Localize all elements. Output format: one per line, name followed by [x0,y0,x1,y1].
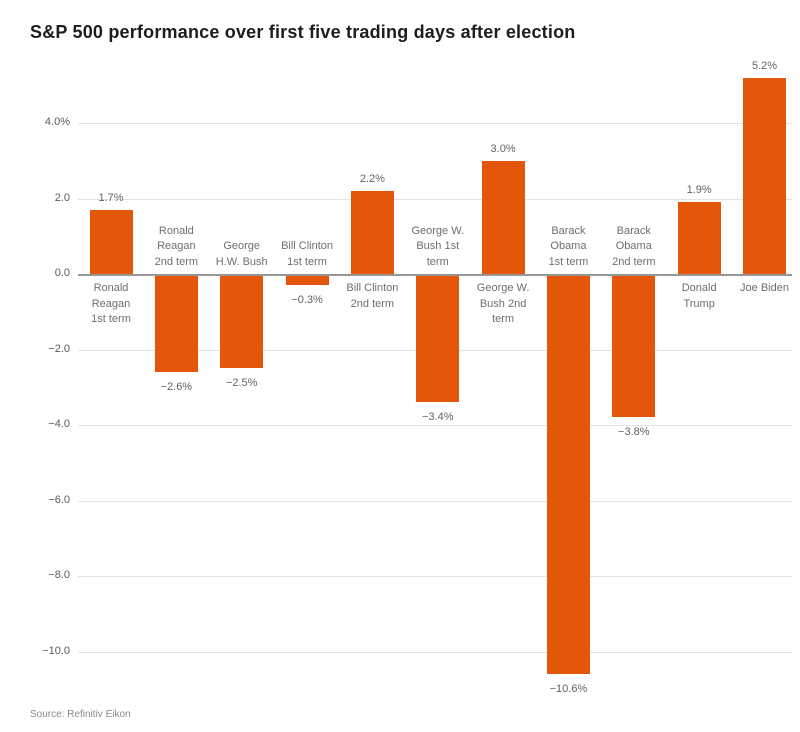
value-label-donald-trump: 1.9% [686,184,712,197]
y-tick-label: −6.0 [48,493,70,506]
bar-joe-biden [743,77,786,274]
value-label-bill-clinton-2nd-term: 2.2% [359,172,385,185]
category-label-line: term [492,313,515,325]
zero-axis-line [78,274,792,276]
gridline [78,500,792,502]
bar-george-w-bush-1st-term [416,274,460,403]
bar-barack-obama-2nd-term [612,274,656,418]
category-label-bill-clinton-2nd-term: Bill Clinton 2nd term [326,281,418,312]
gridline [78,198,792,200]
category-label-line: George [223,240,261,252]
category-label-line: Barack [551,224,586,237]
category-label-line: Reagan [157,240,196,252]
value-label-ronald-reagan-2nd-term: −2.6% [160,381,193,394]
category-label-barack-obama-2nd-term: Barack Obama 2nd term [588,224,680,271]
category-label-line: 1st term [91,313,131,325]
value-label-george-w-bush-1st-term: −3.4% [422,411,454,424]
bar-ronald-reagan-2nd-term [154,274,198,373]
y-tick-label: 4.0% [44,116,70,128]
y-tick-label: −4.0 [48,418,70,430]
category-label-line: Ronald [93,282,129,294]
category-label-george-h-w-bush: George H.W. Bush [196,239,288,270]
gridline [78,123,792,124]
value-label-barack-obama-1st-term: −10.6% [549,683,588,696]
gridline [78,425,792,426]
bar-ronald-reagan-1st-term [89,209,133,274]
category-label-line: 2nd term [350,297,395,310]
category-label-ronald-reagan-1st-term: Ronald Reagan 1st term [65,281,157,328]
value-label-barack-obama-2nd-term: −3.8% [618,426,650,439]
category-label-line: Reagan [91,297,131,310]
category-label-donald-trump: Donald Trump [653,281,745,312]
value-label-george-h-w-bush: −2.5% [225,377,258,390]
category-label-line: 1st term [548,255,589,268]
category-label-barack-obama-1st-term: Barack Obama 1st term [522,224,614,271]
category-label-line: 2nd term [154,255,199,268]
category-label-line: Donald [681,282,717,294]
category-label-line: Ronald [158,224,194,237]
category-label-line: 2nd term [612,255,656,268]
category-label-line: term [426,255,449,268]
category-label-line: George W. [411,224,465,237]
category-label-joe-biden: Joe Biden [719,281,800,297]
bar-george-h-w-bush [220,274,264,369]
category-label-line: Joe Biden [740,282,789,294]
category-label-line: Bush 2nd [479,297,527,310]
y-tick-label: 2.0 [54,191,70,204]
category-label-line: Barack [616,224,651,237]
category-label-line: Obama [615,240,652,252]
category-label-line: Bill Clinton [346,282,399,294]
value-label-ronald-reagan-1st-term: 1.7% [98,191,124,204]
category-label-line: Trump [683,297,715,310]
category-label-george-w-bush-2nd-term: George W. Bush 2nd term [457,281,549,328]
bar-donald-trump [677,202,721,274]
category-label-line: George W. [476,282,530,294]
category-label-line: 1st term [287,255,327,268]
y-tick-label: −2.0 [48,342,70,355]
value-label-joe-biden: 5.2% [751,59,778,72]
bar-bill-clinton-1st-term [285,274,329,286]
value-label-bill-clinton-1st-term: −0.3% [291,294,323,307]
category-label-line: H.W. Bush [215,255,268,268]
gridline [78,576,792,577]
category-label-line: Bill Clinton [281,240,334,252]
bar-bill-clinton-2nd-term [350,190,394,274]
y-tick-label: −10.0 [42,644,70,657]
chart-title: S&P 500 performance over first five trad… [30,22,576,42]
category-label-ronald-reagan-2nd-term: Ronald Reagan 2nd term [130,224,222,271]
category-label-george-w-bush-1st-term: George W. Bush 1st term [392,224,484,271]
y-tick-label: −8.0 [48,569,70,581]
category-label-bill-clinton-1st-term: Bill Clinton 1st term [261,239,353,270]
bar-barack-obama-1st-term [546,274,590,675]
category-label-line: Bush 1st [416,240,460,252]
category-label-line: Obama [550,240,587,252]
bar-george-w-bush-2nd-term [481,160,525,274]
value-label-george-w-bush-2nd-term: 3.0% [490,142,516,155]
y-tick-label: 0.0 [54,267,70,279]
gridline [78,651,792,653]
source-note: Source: Refinitiv Eikon [30,709,131,720]
